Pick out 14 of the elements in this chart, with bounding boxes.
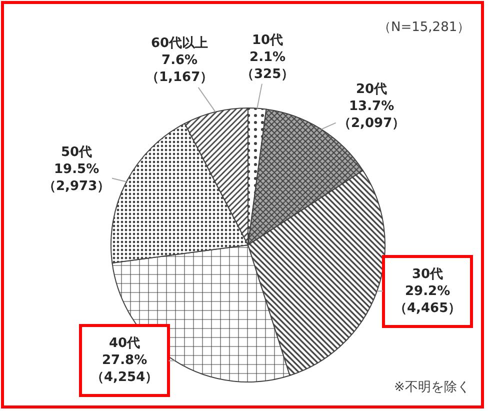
slice-label: 30代 (412, 267, 444, 282)
text: （N=15,281） (378, 20, 470, 35)
data-label: 29.2% （4,465） (394, 284, 462, 316)
data-label: 7.6% （1,167） (146, 52, 214, 85)
data-label: 13.7% （2,097） (338, 98, 406, 131)
slice-label: 60代以上 (151, 36, 208, 51)
data-label: 2.1% （325） (241, 50, 294, 82)
slice-label: 10代 (252, 33, 284, 48)
slice-label: 40代 (109, 336, 140, 351)
data-label: 27.8% （4,254） (91, 352, 158, 385)
data-label: 19.5% （2,973） (43, 162, 110, 194)
slice-label: 20代 (356, 82, 388, 97)
text: ※不明を除く (394, 380, 470, 395)
slice-label: 50代 (61, 145, 92, 160)
